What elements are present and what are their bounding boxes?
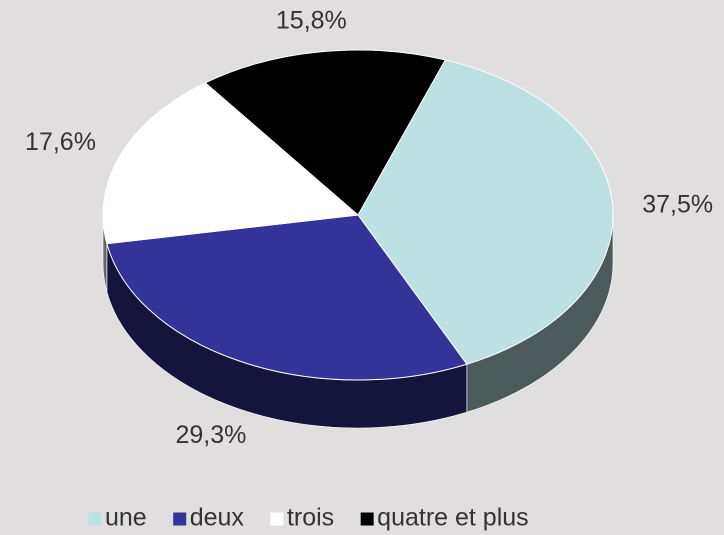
slice — [357, 59, 614, 365]
legend-label: quatre et plus — [377, 504, 529, 532]
legend-swatch — [172, 511, 188, 527]
data-label: 29,3% — [175, 421, 246, 449]
legend-swatch — [87, 511, 103, 527]
data-label: 15,8% — [276, 7, 347, 35]
data-label: 37,5% — [642, 191, 713, 219]
legend-label: une — [105, 504, 147, 532]
data-label: 17,6% — [25, 128, 96, 156]
slice — [102, 82, 360, 245]
slice — [106, 214, 468, 381]
legend-label: deux — [190, 504, 245, 532]
slice — [204, 49, 446, 216]
legend-swatch — [359, 511, 375, 527]
legend-swatch — [269, 511, 285, 527]
legend-label: trois — [287, 504, 334, 532]
